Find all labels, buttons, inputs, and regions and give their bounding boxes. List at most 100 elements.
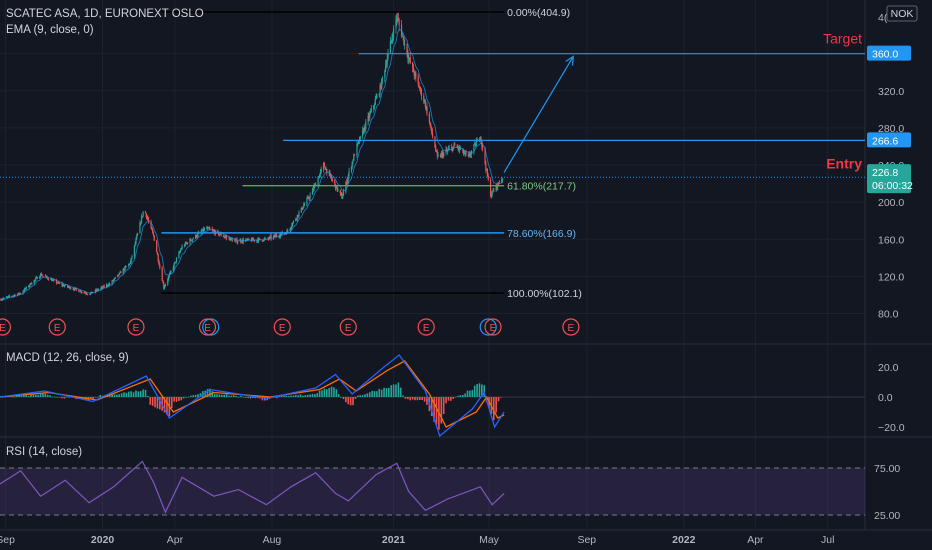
candle-body <box>120 272 122 274</box>
candle-body <box>147 217 149 220</box>
macd-histogram-bar <box>235 395 237 397</box>
macd-histogram-bar <box>199 393 202 397</box>
candle-body <box>406 43 408 55</box>
macd-histogram-bar <box>13 396 16 398</box>
candle-body <box>334 180 336 184</box>
macd-histogram-bar <box>58 397 61 398</box>
macd-histogram-bar <box>113 394 116 397</box>
macd-histogram-bar <box>242 397 245 398</box>
candle-body <box>352 160 354 162</box>
macd-histogram-bar <box>249 397 252 399</box>
macd-axis-label: 0.0 <box>878 392 893 404</box>
candle-body <box>148 219 150 222</box>
candle-body <box>59 283 61 285</box>
macd-histogram-bar <box>292 395 295 397</box>
macd-histogram-bar <box>409 397 412 401</box>
candle-body <box>100 287 102 290</box>
candle-body <box>354 154 356 156</box>
target-annotation: Target <box>823 31 862 47</box>
candle-body <box>79 290 81 292</box>
candle-body <box>169 272 171 275</box>
candle-body <box>423 101 426 103</box>
macd-histogram-bar <box>159 397 161 410</box>
macd-histogram-bar <box>151 397 154 406</box>
candle-body <box>336 185 338 191</box>
macd-histogram-bar <box>187 397 190 398</box>
macd-histogram-bar <box>142 389 144 397</box>
candle-body <box>118 272 120 276</box>
candle-body <box>84 292 86 294</box>
candle-body <box>350 166 353 172</box>
macd-histogram-bar <box>56 397 59 398</box>
macd-histogram-bar <box>252 397 254 398</box>
macd-axis-label: −20.0 <box>878 422 905 434</box>
candle-body <box>200 231 202 233</box>
macd-histogram-bar <box>357 395 359 397</box>
macd-histogram-bar <box>97 396 99 398</box>
macd-histogram-bar <box>204 390 206 397</box>
candle-body <box>367 116 369 123</box>
macd-histogram-bar <box>433 397 435 422</box>
candle-body <box>342 195 344 199</box>
macd-histogram-bar <box>430 397 433 416</box>
macd-histogram-bar <box>414 397 416 401</box>
candle-body <box>235 239 237 241</box>
candle-body <box>423 96 425 102</box>
candle-body <box>346 179 349 184</box>
candle-body <box>117 274 119 278</box>
candle-body <box>368 116 370 118</box>
candle-body <box>479 138 481 140</box>
candle-body <box>391 38 393 41</box>
candle-body <box>309 194 311 199</box>
macd-histogram-bar <box>497 397 500 402</box>
candle-body <box>142 211 144 217</box>
candle-body <box>6 296 8 298</box>
candle-body <box>404 43 406 45</box>
candle-body <box>378 94 380 96</box>
earnings-marker <box>198 318 217 336</box>
macd-histogram-bar <box>423 397 426 402</box>
candle-body <box>106 284 108 286</box>
macd-histogram-bar <box>261 397 264 401</box>
macd-histogram-bar <box>388 387 390 397</box>
macd-histogram-bar <box>285 395 288 397</box>
candle-body <box>16 294 19 296</box>
candle-body <box>289 228 291 231</box>
macd-legend[interactable]: MACD (12, 26, close, 9) <box>6 352 129 364</box>
candle-body <box>78 289 80 292</box>
candle-body <box>407 54 409 59</box>
candle-body <box>362 130 364 133</box>
candle-body <box>14 294 16 296</box>
candle-body <box>335 185 337 189</box>
candle-body <box>13 294 15 296</box>
candle-body <box>128 263 130 267</box>
candle-body <box>159 264 161 268</box>
rsi-legend[interactable]: RSI (14, close) <box>6 446 83 458</box>
candle-body <box>247 238 249 240</box>
macd-histogram-bar <box>323 388 326 397</box>
candle-body <box>30 283 32 285</box>
candle-body <box>390 40 392 42</box>
candle-body <box>8 295 10 297</box>
candle-body <box>230 238 232 240</box>
candle-body <box>47 278 50 280</box>
candle-body <box>403 37 405 45</box>
macd-histogram-bar <box>492 397 495 421</box>
macd-histogram-bar <box>120 393 123 397</box>
symbol-title[interactable]: SCATEC ASA, 1D, EURONEXT OSLO <box>6 8 204 20</box>
candle-body <box>179 250 182 252</box>
candle-body <box>175 258 178 262</box>
candle-body <box>239 240 241 242</box>
candle-body <box>90 292 92 295</box>
macd-histogram-bar <box>376 391 378 397</box>
candle-body <box>492 190 494 192</box>
candle-body <box>187 242 189 244</box>
ema-legend[interactable]: EMA (9, close, 0) <box>6 24 94 36</box>
candle-body <box>56 282 58 284</box>
candle-body <box>189 239 191 244</box>
macd-histogram-bar <box>42 393 44 397</box>
candle-body <box>326 168 328 174</box>
candle-body <box>482 145 484 148</box>
